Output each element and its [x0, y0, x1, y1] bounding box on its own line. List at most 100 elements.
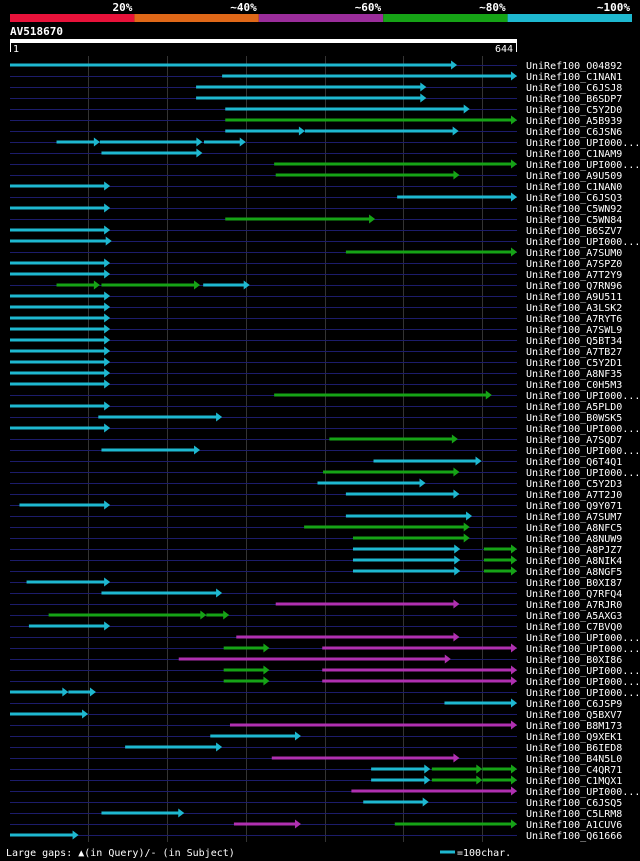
- hit-row[interactable]: UniRef100_UPI000...: [10, 445, 640, 458]
- hit-label[interactable]: UniRef100_A8NF35: [526, 369, 622, 380]
- hit-segment[interactable]: [101, 448, 196, 452]
- hit-row[interactable]: UniRef100_C5WN84: [10, 214, 622, 227]
- hit-segment[interactable]: [10, 206, 106, 210]
- hit-segment[interactable]: [10, 426, 106, 430]
- hit-segment[interactable]: [233, 822, 296, 826]
- hit-row[interactable]: UniRef100_A7T2J0: [10, 489, 622, 502]
- hit-row[interactable]: UniRef100_C5Y2D1: [10, 357, 622, 370]
- hit-row[interactable]: UniRef100_A1CUV6: [10, 819, 622, 832]
- hit-segment[interactable]: [274, 393, 487, 397]
- hit-label[interactable]: UniRef100_C5LRM8: [526, 809, 622, 820]
- hit-label[interactable]: UniRef100_Q9XEK1: [526, 732, 622, 743]
- hit-segment[interactable]: [397, 195, 512, 199]
- hit-label[interactable]: UniRef100_UPI000...: [526, 446, 640, 457]
- hit-row[interactable]: UniRef100_C0H5M3: [10, 379, 622, 392]
- hit-row[interactable]: UniRef100_C1NAN0: [10, 181, 622, 194]
- hit-segment[interactable]: [56, 140, 95, 144]
- hit-segment[interactable]: [10, 690, 64, 694]
- hit-row[interactable]: UniRef100_C5Y2D0: [10, 104, 622, 117]
- hit-segment[interactable]: [483, 558, 512, 562]
- hit-segment[interactable]: [322, 668, 512, 672]
- hit-label[interactable]: UniRef100_A7T2Y9: [526, 270, 622, 281]
- hit-segment[interactable]: [225, 217, 371, 221]
- hit-row[interactable]: UniRef100_C4QR71: [10, 764, 622, 777]
- hit-row[interactable]: UniRef100_B0XI86: [10, 654, 622, 667]
- hit-label[interactable]: UniRef100_B6SZV7: [526, 226, 622, 237]
- hit-row[interactable]: UniRef100_A8NIK4: [10, 555, 622, 568]
- hit-row[interactable]: UniRef100_C6JSN6: [10, 126, 622, 139]
- hit-label[interactable]: UniRef100_Q5BXV7: [526, 710, 622, 721]
- hit-row[interactable]: UniRef100_C7BVQ0: [10, 621, 622, 634]
- hit-segment[interactable]: [101, 151, 198, 155]
- hit-row[interactable]: UniRef100_UPI000...: [10, 676, 640, 689]
- hit-row[interactable]: UniRef100_C1NAN1: [10, 71, 622, 84]
- hit-row[interactable]: UniRef100_A7RYT6: [10, 313, 622, 326]
- hit-label[interactable]: UniRef100_A8NFC5: [526, 523, 622, 534]
- hit-segment[interactable]: [322, 679, 512, 683]
- hit-row[interactable]: UniRef100_A8PJZ7: [10, 544, 622, 557]
- hit-label[interactable]: UniRef100_UPI000...: [526, 237, 640, 248]
- hit-segment[interactable]: [329, 437, 453, 441]
- hit-row[interactable]: UniRef100_A7TB27: [10, 346, 622, 359]
- hit-segment[interactable]: [56, 283, 95, 287]
- hit-segment[interactable]: [223, 668, 265, 672]
- hit-label[interactable]: UniRef100_A8NIK4: [526, 556, 622, 567]
- hit-label[interactable]: UniRef100_A8PJZ7: [526, 545, 622, 556]
- hit-segment[interactable]: [101, 591, 218, 595]
- hit-row[interactable]: UniRef100_A5B939: [10, 115, 622, 128]
- hit-label[interactable]: UniRef100_C0H5M3: [526, 380, 622, 391]
- hit-segment[interactable]: [304, 525, 465, 529]
- hit-segment[interactable]: [431, 767, 478, 771]
- hit-segment[interactable]: [352, 569, 456, 573]
- hit-row[interactable]: UniRef100_UPI000...: [10, 137, 640, 150]
- hit-label[interactable]: UniRef100_UPI000...: [526, 468, 640, 479]
- hit-segment[interactable]: [222, 74, 513, 78]
- hit-label[interactable]: UniRef100_A7SUM7: [526, 512, 622, 523]
- hit-segment[interactable]: [99, 140, 198, 144]
- hit-segment[interactable]: [225, 129, 300, 133]
- hit-row[interactable]: UniRef100_C5WN92: [10, 203, 622, 216]
- hit-segment[interactable]: [394, 822, 512, 826]
- hit-segment[interactable]: [304, 129, 454, 133]
- hit-segment[interactable]: [225, 118, 512, 122]
- hit-label[interactable]: UniRef100_A3LSK2: [526, 303, 622, 314]
- hit-segment[interactable]: [68, 690, 91, 694]
- hit-segment[interactable]: [10, 261, 106, 265]
- hit-segment[interactable]: [10, 371, 106, 375]
- hit-segment[interactable]: [352, 536, 465, 540]
- hit-label[interactable]: UniRef100_A7SWL9: [526, 325, 622, 336]
- hit-label[interactable]: UniRef100_Q7RFQ4: [526, 589, 622, 600]
- hit-row[interactable]: UniRef100_UPI000...: [10, 665, 640, 678]
- hit-segment[interactable]: [10, 228, 106, 232]
- hit-segment[interactable]: [10, 316, 106, 320]
- hit-row[interactable]: UniRef100_B6SZV7: [10, 225, 622, 238]
- hit-row[interactable]: UniRef100_Q9XEK1: [10, 731, 622, 744]
- hit-segment[interactable]: [196, 85, 422, 89]
- hit-segment[interactable]: [196, 96, 422, 100]
- hit-row[interactable]: UniRef100_UPI000...: [10, 159, 640, 172]
- hit-segment[interactable]: [10, 382, 106, 386]
- hit-segment[interactable]: [26, 580, 106, 584]
- hit-label[interactable]: UniRef100_UPI000...: [526, 644, 640, 655]
- hit-segment[interactable]: [345, 250, 512, 254]
- hit-label[interactable]: UniRef100_C1NAN1: [526, 72, 622, 83]
- hit-row[interactable]: UniRef100_UPI000...: [10, 236, 640, 249]
- hit-segment[interactable]: [483, 569, 512, 573]
- hit-row[interactable]: UniRef100_A7SQD7: [10, 434, 622, 447]
- hit-segment[interactable]: [225, 107, 465, 111]
- hit-row[interactable]: UniRef100_A9U509: [10, 170, 622, 183]
- hit-segment[interactable]: [10, 712, 84, 716]
- hit-row[interactable]: UniRef100_UPI000...: [10, 643, 640, 656]
- hit-label[interactable]: UniRef100_A5PLD0: [526, 402, 622, 413]
- hit-row[interactable]: UniRef100_Q7RFQ4: [10, 588, 622, 601]
- hit-segment[interactable]: [28, 624, 106, 628]
- hit-label[interactable]: UniRef100_UPI000...: [526, 391, 640, 402]
- hit-label[interactable]: UniRef100_A7SUM0: [526, 248, 622, 259]
- hit-segment[interactable]: [210, 734, 296, 738]
- hit-segment[interactable]: [10, 239, 107, 243]
- hit-row[interactable]: UniRef100_UPI000...: [10, 390, 640, 403]
- hit-segment[interactable]: [203, 283, 245, 287]
- hit-label[interactable]: UniRef100_UPI000...: [526, 666, 640, 677]
- hit-label[interactable]: UniRef100_B0WSK5: [526, 413, 622, 424]
- hit-row[interactable]: UniRef100_A9U511: [10, 291, 622, 304]
